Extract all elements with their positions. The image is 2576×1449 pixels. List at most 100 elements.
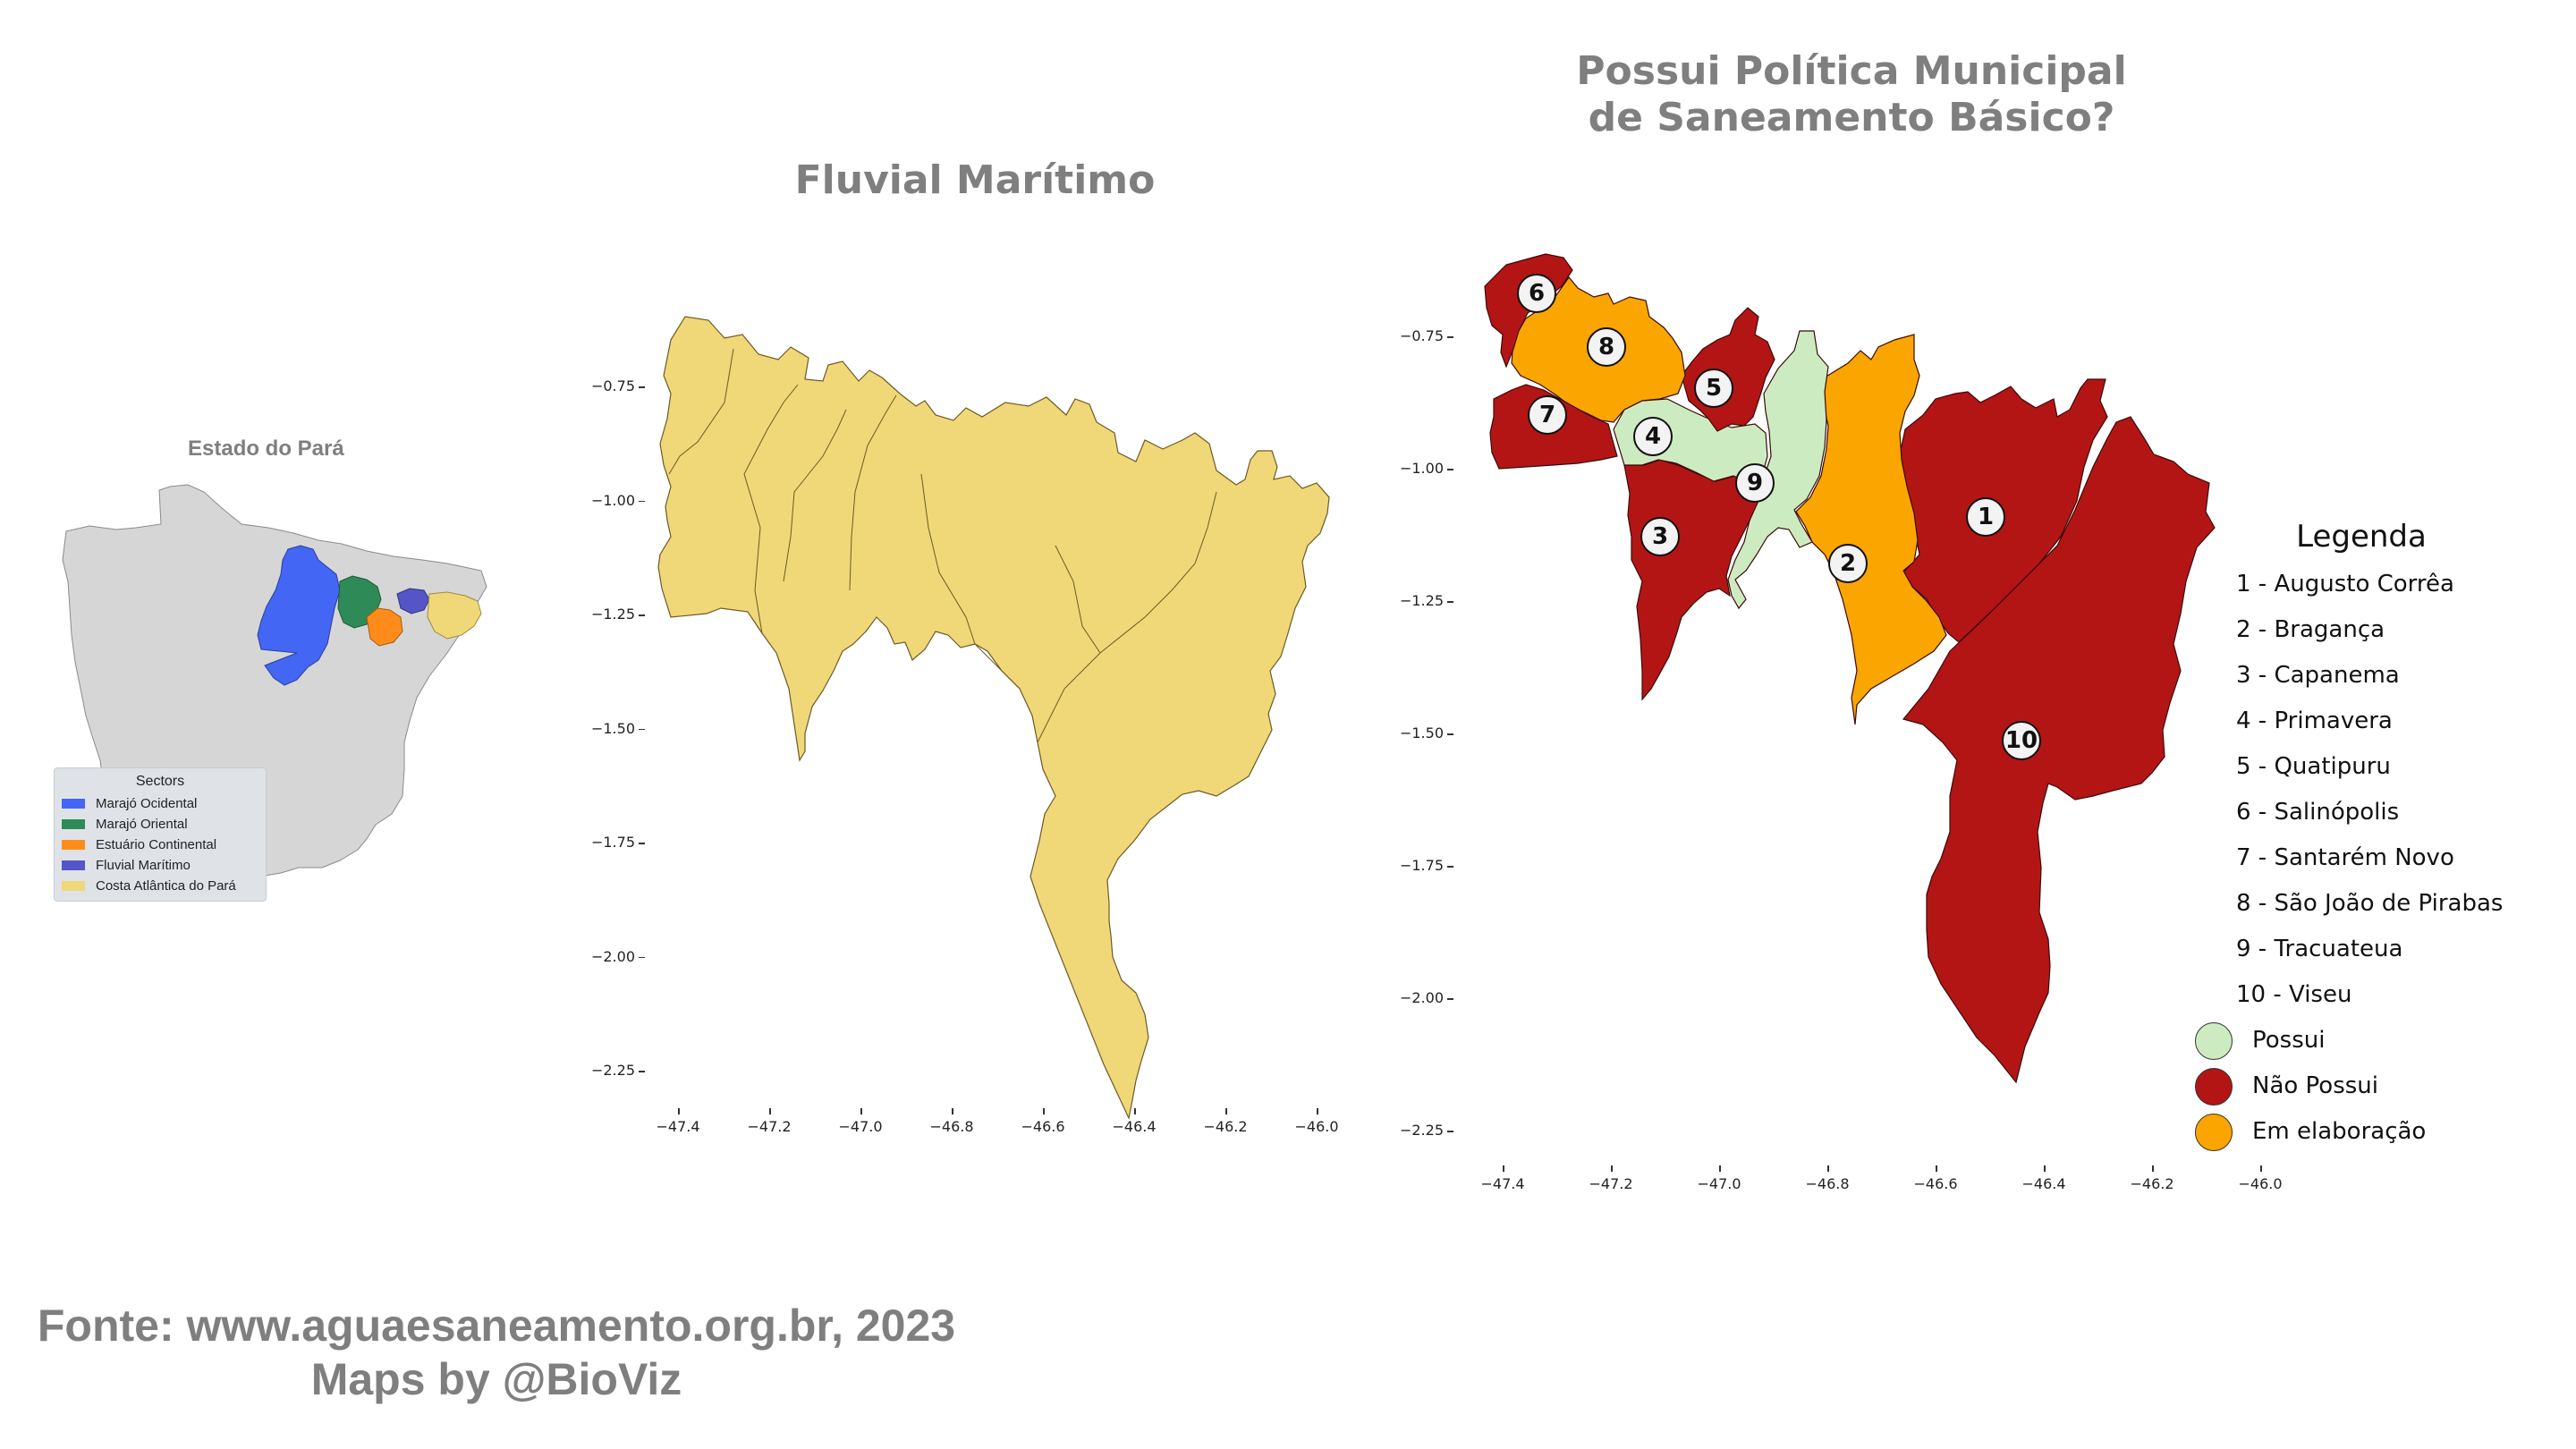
map1-y-tick-mark: [639, 386, 645, 388]
municipio-marker-4: 4: [1633, 417, 1673, 456]
legend-municipio-item: 4 - Primavera: [2236, 708, 2393, 734]
map2-y-tick-label: −0.75: [1399, 327, 1444, 344]
map2-y-tick-mark: [1447, 336, 1453, 338]
map2-x-tick-mark: [2152, 1165, 2154, 1172]
legend-swatch: [62, 881, 85, 891]
legend-municipio-item: 6 - Salinópolis: [2236, 799, 2400, 826]
map1-y-tick-mark: [639, 614, 645, 616]
legend-label: Marajó Ocidental: [96, 796, 198, 811]
legend-label: Estuário Continental: [96, 837, 217, 852]
map1-y-tick-mark: [639, 956, 645, 958]
map2-y-tick-label: −1.00: [1399, 460, 1444, 477]
legend-category-label: Não Possui: [2252, 1072, 2379, 1099]
map2-x-tick-label: −46.8: [1805, 1175, 1850, 1192]
map1-x-tick-mark: [678, 1108, 680, 1114]
inset-legend: Sectors Marajó Ocidental Marajó Oriental E…: [54, 767, 267, 902]
map1-x-tick-mark: [1317, 1108, 1318, 1114]
legend-swatch: [62, 840, 85, 850]
legend-label: Marajó Oriental: [96, 817, 188, 832]
municipio-marker-3: 3: [1640, 517, 1680, 556]
municipio-marker-2: 2: [1828, 544, 1868, 583]
fluvial-maritimo-region: [396, 588, 430, 614]
map2-x-tick-label: −47.0: [1697, 1175, 1741, 1192]
map1-x-tick-mark: [952, 1108, 953, 1114]
map2-title-line2: de Saneamento Básico?: [1588, 95, 2115, 140]
map1-x-tick-label: −47.2: [747, 1118, 792, 1135]
footer-credit: Maps by @BioViz: [310, 1354, 682, 1404]
footer-source: Fonte: www.aguaesaneamento.org.br, 2023: [37, 1301, 956, 1351]
legend-category-item: Possui: [2195, 1018, 2576, 1063]
map1-x-tick-mark: [860, 1108, 862, 1114]
map2-title: Possui Política Municipal de Saneamento …: [1449, 48, 2254, 141]
municipio-marker-7: 7: [1528, 395, 1567, 435]
inset-legend-item: Fluvial Marítimo: [55, 855, 266, 876]
inset-legend-item: Marajó Ocidental: [55, 793, 266, 814]
map2-y-tick-label: −1.75: [1399, 857, 1444, 874]
map1-y-tick-label: −2.00: [590, 947, 635, 965]
inset-legend-item: Marajó Oriental: [55, 814, 266, 835]
municipio-marker-10: 10: [2002, 721, 2041, 760]
map1-y-tick-label: −1.25: [590, 606, 635, 623]
map2-x-tick-mark: [2260, 1165, 2262, 1172]
municipio-marker-5: 5: [1694, 369, 1733, 408]
legend-label: Fluvial Marítimo: [96, 858, 191, 873]
municipio-braganca: [1795, 334, 1947, 725]
source-footer: Fonte: www.aguaesaneamento.org.br, 2023 …: [0, 1299, 993, 1406]
map2-legend-title: Legenda: [2296, 519, 2427, 555]
fluvial-maritimo-map: [657, 316, 1330, 1120]
map2-x-tick-label: −46.6: [1913, 1175, 1958, 1192]
municipio-marker-8: 8: [1587, 327, 1626, 367]
municipio-marker-1: 1: [1966, 497, 2005, 537]
legend-swatch: [62, 860, 85, 870]
map2-y-tick-mark: [1447, 601, 1453, 603]
legend-category-swatch: [2195, 1113, 2233, 1151]
legend-swatch: [62, 799, 85, 809]
municipio-viseu: [1902, 416, 2216, 1084]
fluvial-maritimo-shape: [657, 316, 1330, 1120]
map2-x-tick-label: −47.2: [1589, 1175, 1633, 1192]
legend-municipio-item: 3 - Capanema: [2236, 662, 2400, 689]
legend-municipio-item: 1 - Augusto Corrêa: [2236, 571, 2454, 597]
legend-category-label: Possui: [2252, 1027, 2326, 1054]
politica-municipal-map: [1484, 253, 2216, 1084]
marajo-ocidental-region: [257, 545, 341, 686]
map2-x-tick-label: −47.4: [1480, 1175, 1525, 1192]
inset-legend-title: Sectors: [135, 774, 185, 789]
map1-y-tick-label: −1.00: [590, 491, 635, 509]
legend-municipio-item: 10 - Viseu: [2236, 981, 2352, 1008]
map1-x-tick-mark: [769, 1108, 771, 1114]
map2-x-tick-label: −46.0: [2238, 1175, 2283, 1192]
inset-title: Estado do Pará: [188, 436, 344, 461]
legend-municipio-item: 8 - São João de Pirabas: [2236, 890, 2504, 917]
map1-x-tick-label: −46.6: [1021, 1118, 1065, 1135]
legend-category-swatch: [2195, 1021, 2233, 1060]
map2-x-tick-label: −46.4: [2021, 1175, 2066, 1192]
map2-title-line1: Possui Política Municipal: [1576, 48, 2127, 94]
map2-y-tick-label: −2.25: [1399, 1122, 1444, 1139]
map2-y-tick-label: −2.00: [1399, 989, 1444, 1006]
map1-x-tick-label: −46.0: [1294, 1118, 1339, 1135]
legend-label: Costa Atlântica do Pará: [96, 878, 236, 894]
map1-y-tick-mark: [639, 1071, 645, 1072]
map2-y-tick-mark: [1447, 733, 1453, 735]
map1-x-tick-label: −46.8: [929, 1118, 974, 1135]
map1-y-tick-label: −2.25: [590, 1062, 635, 1079]
fluvial-maritimo-boundaries: [668, 348, 1217, 743]
map2-y-tick-label: −1.50: [1399, 724, 1444, 741]
map2-x-tick-label: −46.2: [2130, 1175, 2174, 1192]
legend-category-item: Em elaboração: [2195, 1109, 2576, 1155]
legend-category-swatch: [2195, 1067, 2233, 1106]
municipio-capanema: [1623, 459, 1759, 701]
map1-x-tick-mark: [1043, 1108, 1045, 1114]
legend-municipio-item: 5 - Quatipuru: [2236, 753, 2391, 780]
map2-x-tick-mark: [1936, 1165, 1937, 1172]
map1-y-tick-label: −0.75: [590, 377, 635, 394]
map2-y-tick-mark: [1447, 998, 1453, 1000]
legend-category-label: Em elaboração: [2252, 1118, 2427, 1145]
inset-legend-item: Costa Atlântica do Pará: [55, 876, 266, 896]
legend-swatch: [62, 819, 85, 829]
municipio-marker-9: 9: [1735, 463, 1775, 503]
map2-x-tick-mark: [1503, 1165, 1504, 1172]
estuario-continental-region: [366, 607, 403, 647]
map2-x-tick-mark: [1827, 1165, 1829, 1172]
